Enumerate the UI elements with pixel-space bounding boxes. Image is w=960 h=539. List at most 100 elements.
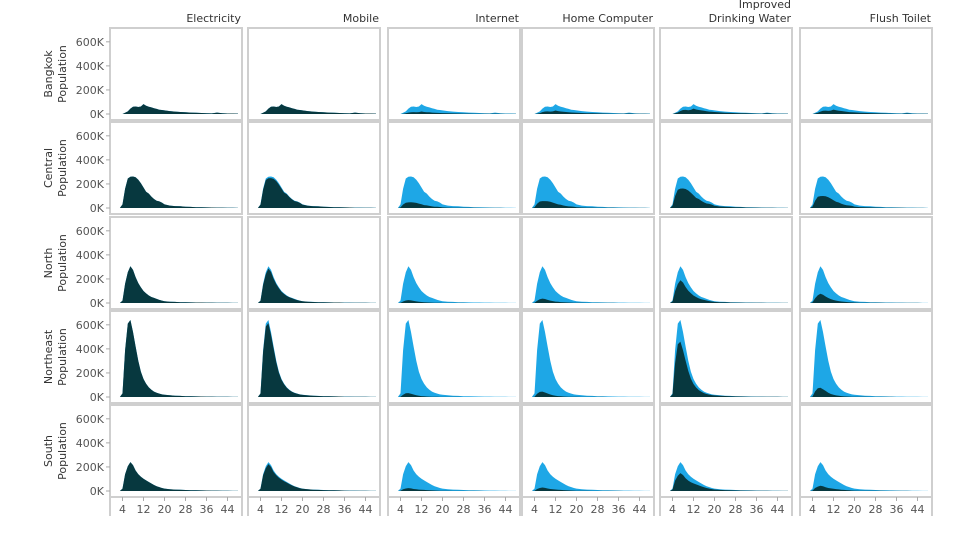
area-with-central-home-computer [526,201,650,208]
y-tick-label: 200K [76,367,105,380]
panel-south-mobile [247,404,381,498]
area-with-north-mobile [252,268,376,303]
row-label-line: Northeast [42,329,55,384]
area-with-bangkok-electricity [114,104,238,114]
row-label-line: Bangkok [42,50,55,98]
x-tick-label: 12 [549,503,563,516]
panel-northeast-electricity [109,310,243,404]
area-total-central-flush-toilet [804,176,928,208]
row-label-line: Population [56,422,69,480]
column-label-line: Home Computer [562,12,653,25]
row-label-bangkok: BangkokPopulation [42,45,69,103]
area-total-central-internet [392,176,516,208]
panel-frame [387,27,521,121]
row-label-line: Population [56,45,69,103]
column-label-line: Improved [739,0,791,11]
y-tick-label: 0K [90,485,105,498]
row-label-south: SouthPopulation [42,422,69,480]
y-tick-label: 0K [90,391,105,404]
panel-frame [247,27,381,121]
panel-north-mobile [247,216,381,310]
y-tick-label: 600K [76,130,105,143]
panel-bangkok-improved-drinking-water [659,27,793,121]
x-tick-label: 36 [890,503,904,516]
area-with-south-improved-drinking-water [664,473,788,491]
column-label-electricity: Electricity [186,12,241,25]
row-label-north: NorthPopulation [42,234,69,292]
area-with-bangkok-flush-toilet [804,109,928,114]
area-total-northeast-home-computer [526,320,650,397]
x-tick-label: 28 [317,503,331,516]
y-tick-label: 600K [76,36,105,49]
x-tick-label: 44 [499,503,513,516]
area-with-central-electricity [114,176,238,208]
x-tick-label: 20 [436,503,450,516]
area-with-bangkok-mobile [252,104,376,114]
y-tick-label: 400K [76,249,105,262]
y-tick-label: 200K [76,273,105,286]
column-label-line: Drinking Water [709,12,792,25]
y-tick-label: 400K [76,154,105,167]
panel-frame [799,27,933,121]
x-tick-label: 12 [687,503,701,516]
x-tick-label: 36 [750,503,764,516]
panel-northeast-internet [387,310,521,404]
panel-central-flush-toilet [799,121,933,215]
row-label-line: South [42,435,55,467]
area-total-south-internet [392,462,516,491]
panel-north-home-computer [521,216,655,310]
y-tick-label: 600K [76,225,105,238]
x-tick-label: 36 [478,503,492,516]
x-tick-label: 12 [137,503,151,516]
area-with-central-mobile [252,178,376,208]
row-label-northeast: NortheastPopulation [42,328,69,386]
panel-central-mobile [247,121,381,215]
row-label-central: CentralPopulation [42,139,69,197]
x-tick-label: 12 [275,503,289,516]
panel-bangkok-home-computer [521,27,655,121]
x-tick-label: 36 [612,503,626,516]
panel-central-internet [387,121,521,215]
x-tick-label: 28 [179,503,193,516]
panel-northeast-improved-drinking-water [659,310,793,404]
area-with-northeast-flush-toilet [804,387,928,397]
column-label-line: Electricity [186,12,241,25]
area-with-south-internet [392,488,516,491]
x-tick-label: 28 [591,503,605,516]
area-with-northeast-internet [392,393,516,397]
x-tick-label: 20 [296,503,310,516]
area-with-bangkok-internet [392,111,516,114]
row-label-line: North [42,248,55,279]
panel-south-electricity [109,404,243,498]
panel-south-internet [387,404,521,498]
area-with-central-improved-drinking-water [664,188,788,208]
x-tick-label: 36 [338,503,352,516]
column-label-internet: Internet [475,12,519,25]
x-tick-label: 44 [359,503,373,516]
area-with-central-flush-toilet [804,196,928,208]
y-tick-label: 200K [76,84,105,97]
area-with-north-electricity [114,266,238,303]
x-tick-label: 28 [869,503,883,516]
column-label-mobile: Mobile [343,12,379,25]
y-tick-label: 400K [76,60,105,73]
area-with-central-internet [392,202,516,208]
area-with-northeast-mobile [252,323,376,397]
area-with-south-mobile [252,464,376,491]
area-with-south-electricity [114,462,238,491]
area-total-central-home-computer [526,176,650,208]
area-with-south-home-computer [526,487,650,491]
x-tick-label: 4 [257,503,264,516]
x-tick-label: 12 [415,503,429,516]
y-tick-label: 200K [76,178,105,191]
panel-bangkok-flush-toilet [799,27,933,121]
panel-north-improved-drinking-water [659,216,793,310]
x-tick-label: 4 [531,503,538,516]
panel-north-electricity [109,216,243,310]
panel-frame [521,121,655,215]
x-tick-label: 44 [221,503,235,516]
area-with-northeast-home-computer [526,391,650,397]
area-with-north-home-computer [526,298,650,303]
y-tick-label: 0K [90,108,105,121]
